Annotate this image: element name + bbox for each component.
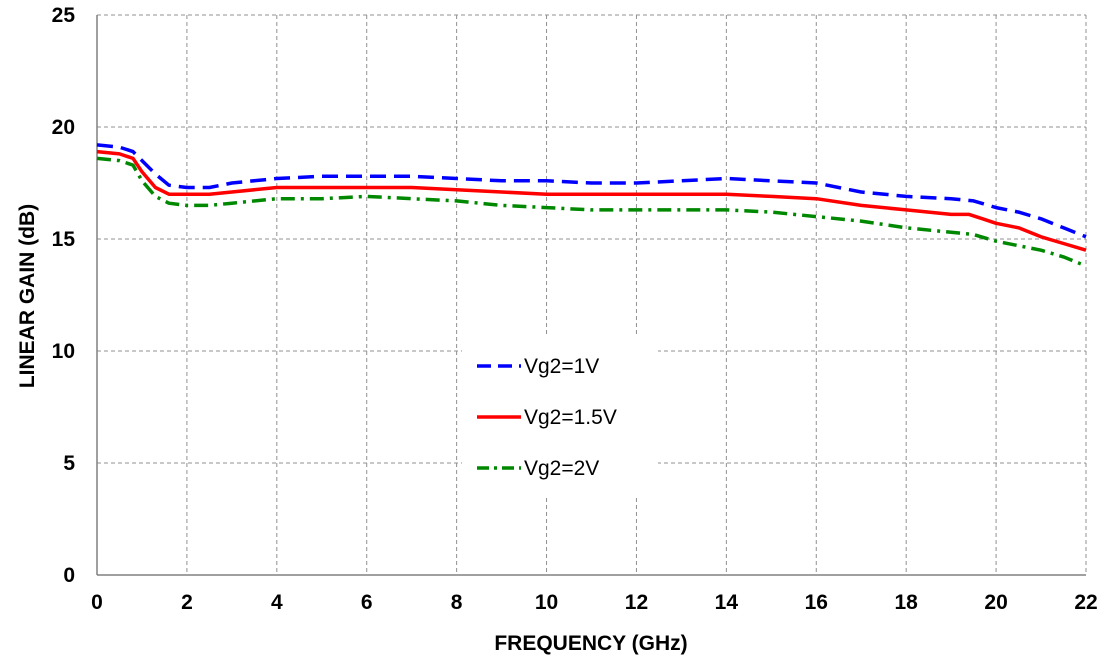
y-tick-label: 10 bbox=[52, 340, 75, 363]
y-tick-label: 5 bbox=[63, 452, 75, 475]
legend-label-3: Vg2=2V bbox=[524, 457, 599, 480]
gridlines bbox=[97, 14, 1086, 575]
x-tick-label: 22 bbox=[1074, 591, 1097, 614]
x-tick-label: 4 bbox=[271, 591, 283, 614]
x-tick-label: 20 bbox=[984, 591, 1007, 614]
y-tick-label: 25 bbox=[52, 4, 76, 27]
x-tick-label: 16 bbox=[805, 591, 828, 614]
y-tick-label: 15 bbox=[52, 228, 76, 251]
x-tick-label: 0 bbox=[91, 591, 103, 614]
plot-area bbox=[96, 15, 1087, 576]
y-tick-label: 20 bbox=[52, 116, 75, 139]
legend-label-1: Vg2=1V bbox=[524, 355, 599, 378]
series-line-2 bbox=[96, 149, 1087, 252]
x-tick-label: 12 bbox=[625, 591, 648, 614]
x-tick-label: 18 bbox=[895, 591, 919, 614]
series-layer bbox=[96, 143, 1087, 268]
x-tick-label: 8 bbox=[451, 591, 463, 614]
x-tick-label: 6 bbox=[361, 591, 373, 614]
x-tick-labels: 0 2 4 6 8 10 12 14 16 18 20 22 bbox=[91, 591, 1098, 614]
x-tick-label: 10 bbox=[535, 591, 558, 614]
x-tick-label: 14 bbox=[715, 591, 739, 614]
x-axis-title: FREQUENCY (GHz) bbox=[494, 632, 687, 655]
y-tick-labels: 0 5 10 15 20 25 bbox=[52, 4, 76, 587]
series-line-1 bbox=[96, 143, 1087, 239]
y-axis-title: LINEAR GAIN (dB) bbox=[16, 204, 39, 388]
x-tick-label: 2 bbox=[181, 591, 193, 614]
series-line-3 bbox=[96, 156, 1087, 268]
legend: Vg2=1V Vg2=1.5V Vg2=2V bbox=[462, 335, 658, 495]
y-tick-label: 0 bbox=[63, 564, 75, 587]
legend-label-2: Vg2=1.5V bbox=[524, 406, 617, 429]
